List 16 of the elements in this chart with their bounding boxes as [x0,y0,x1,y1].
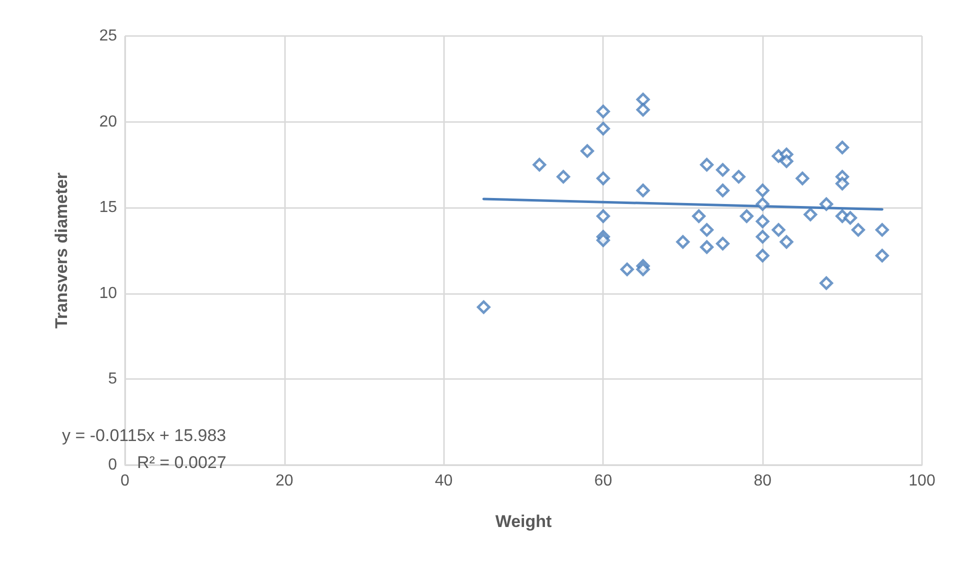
x-tick-label: 100 [908,472,936,490]
y-tick-label: 25 [99,28,118,44]
x-tick-label: 60 [594,472,612,490]
y-tick-label: 5 [108,370,118,388]
y-tick-label: 20 [99,113,118,130]
x-tick-label: 80 [754,472,772,490]
x-tick-label: 0 [120,472,130,490]
y-tick-label: 10 [99,284,118,302]
y-tick-label: 0 [108,456,118,474]
x-axis-title: Weight [495,512,552,531]
annotation: R² = 0.0027 [137,453,226,472]
x-tick-label: 20 [276,472,294,490]
annotation: y = -0.0115x + 15.983 [62,426,226,445]
y-tick-label: 15 [99,199,118,216]
y-axis-title: Transvers diameter [52,172,71,328]
x-tick-label: 40 [434,472,453,490]
